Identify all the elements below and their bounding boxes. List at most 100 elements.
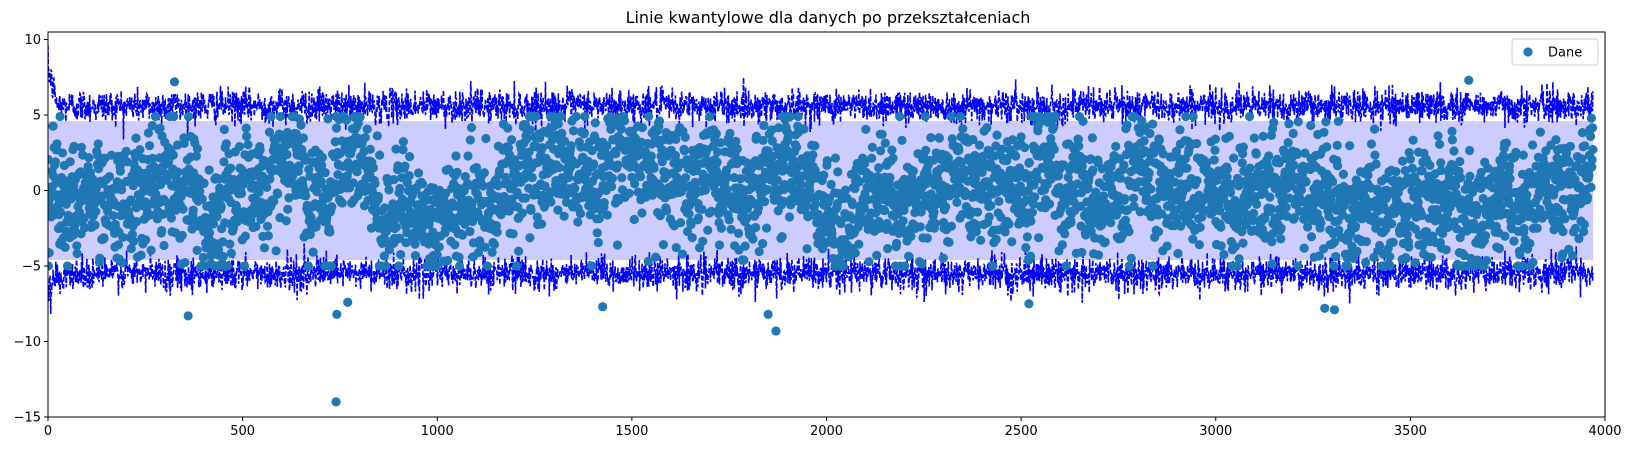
data-point (1385, 252, 1395, 262)
data-point (404, 171, 414, 181)
data-point (379, 251, 389, 261)
data-point (1464, 75, 1474, 85)
data-point (1074, 141, 1084, 151)
data-point (1455, 173, 1466, 183)
data-point (373, 191, 384, 202)
data-point (616, 124, 626, 134)
data-point (1176, 221, 1186, 231)
data-point (1319, 127, 1329, 137)
data-point (522, 134, 532, 144)
data-point (1303, 222, 1313, 232)
data-point (1266, 204, 1276, 214)
data-point (1578, 227, 1589, 237)
data-point (264, 127, 275, 137)
data-point (1413, 197, 1423, 207)
chart-title: Linie kwantylowe dla danych po przekszta… (626, 8, 1031, 27)
data-point (1229, 153, 1239, 163)
data-point (482, 261, 493, 271)
y-tick-label: −5 (22, 260, 41, 275)
data-point (1348, 253, 1359, 263)
data-point (637, 208, 647, 218)
data-point (1577, 154, 1587, 164)
data-point (992, 130, 1002, 140)
data-point (195, 186, 205, 197)
data-point (432, 250, 442, 260)
data-point (591, 135, 601, 145)
data-point (580, 111, 590, 122)
data-point (360, 133, 370, 143)
plot-area (48, 45, 1598, 407)
data-point (452, 167, 462, 177)
data-point (504, 206, 514, 216)
data-point (398, 137, 408, 147)
data-point (1284, 119, 1294, 129)
data-point (859, 203, 869, 213)
data-point (301, 191, 311, 201)
data-point (793, 111, 803, 122)
data-point (974, 140, 985, 150)
data-point (48, 248, 54, 258)
data-point (1181, 111, 1191, 122)
data-point (95, 253, 105, 263)
data-point (1432, 209, 1442, 219)
data-point (1276, 234, 1286, 244)
data-point (487, 247, 497, 257)
data-point (183, 111, 194, 122)
data-point (1100, 237, 1110, 247)
data-point (888, 153, 898, 163)
data-point (716, 138, 726, 148)
data-point (345, 164, 355, 174)
data-point (830, 153, 841, 163)
data-point (747, 197, 758, 207)
y-tick-label: 0 (33, 184, 41, 199)
data-point (1404, 242, 1414, 252)
data-point (854, 239, 864, 249)
data-point (1332, 140, 1342, 150)
data-point (1044, 199, 1055, 209)
data-point (1455, 156, 1465, 167)
data-point (1093, 250, 1104, 260)
data-point (127, 229, 138, 240)
data-point (680, 173, 691, 183)
data-point (988, 261, 998, 271)
data-point (396, 249, 406, 260)
data-point (148, 153, 158, 163)
data-point (1436, 158, 1446, 168)
data-point (298, 133, 308, 143)
data-point (146, 245, 156, 255)
data-point (104, 171, 115, 182)
data-point (263, 231, 273, 241)
data-point (507, 135, 517, 145)
data-point (1425, 160, 1435, 170)
data-point (1517, 169, 1528, 179)
data-point (1237, 227, 1247, 237)
data-point (304, 164, 314, 175)
data-point (915, 222, 925, 232)
data-point (705, 111, 715, 122)
data-point (1091, 187, 1101, 197)
data-point (1149, 148, 1159, 158)
quantile-line-lower (48, 243, 1594, 314)
data-point (761, 223, 772, 233)
data-point (410, 239, 420, 249)
data-point (236, 188, 247, 199)
data-point (1519, 224, 1529, 234)
data-point (1300, 148, 1310, 158)
data-point (218, 237, 228, 247)
data-point (771, 326, 781, 336)
data-point (521, 193, 531, 203)
data-point (602, 141, 612, 151)
data-point (51, 178, 61, 188)
data-point (457, 230, 468, 240)
data-point (748, 234, 758, 244)
data-point (1012, 192, 1022, 202)
data-point (405, 152, 415, 162)
data-point (1222, 172, 1232, 182)
data-point (1369, 124, 1380, 134)
data-point (180, 257, 190, 268)
data-point (1410, 258, 1420, 268)
data-point (1162, 241, 1172, 251)
data-point (381, 261, 391, 271)
data-point (763, 185, 773, 195)
data-point (1528, 140, 1538, 150)
